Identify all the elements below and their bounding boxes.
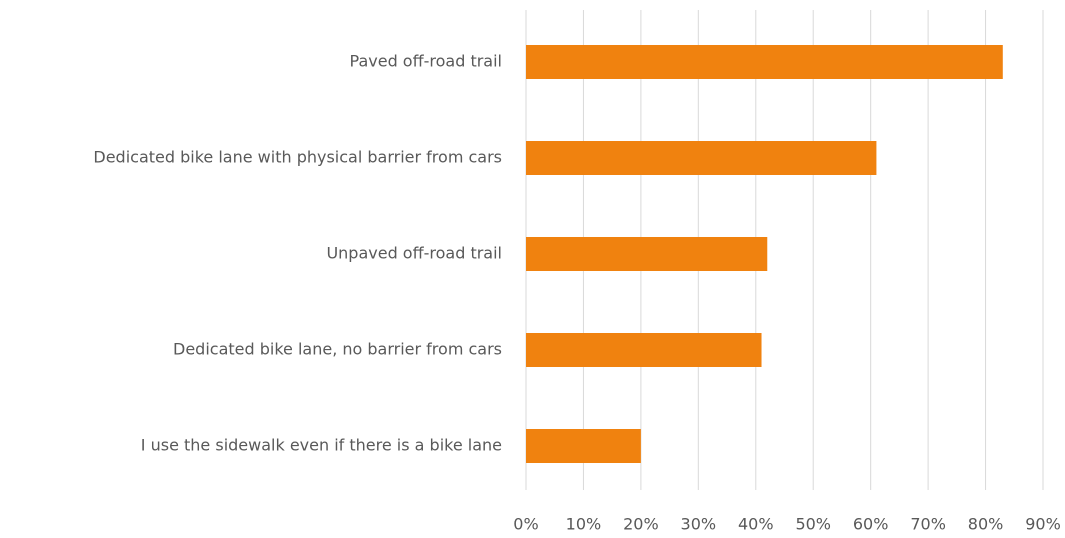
bar [526,141,877,175]
x-tick-label: 0% [513,515,538,534]
bar [526,333,762,367]
x-tick-label: 40% [738,515,774,534]
y-tick-label: Paved off-road trail [350,52,502,71]
x-tick-label: 30% [681,515,717,534]
x-tick-label: 70% [910,515,946,534]
x-tick-label: 60% [853,515,889,534]
y-tick-label: I use the sidewalk even if there is a bi… [141,436,502,455]
x-tick-label: 10% [566,515,602,534]
y-tick-label: Unpaved off-road trail [326,244,502,263]
bar [526,45,1003,79]
bar [526,237,768,271]
x-tick-label: 20% [623,515,659,534]
bar [526,429,641,463]
x-tick-label: 80% [968,515,1004,534]
y-tick-label: Dedicated bike lane with physical barrie… [93,148,502,167]
x-tick-label: 90% [1025,515,1061,534]
x-tick-label: 50% [795,515,831,534]
y-tick-label: Dedicated bike lane, no barrier from car… [173,340,502,359]
